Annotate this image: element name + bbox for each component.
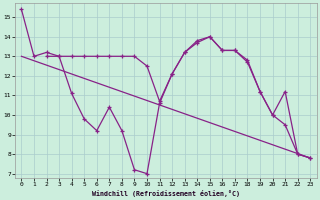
X-axis label: Windchill (Refroidissement éolien,°C): Windchill (Refroidissement éolien,°C)	[92, 190, 240, 197]
